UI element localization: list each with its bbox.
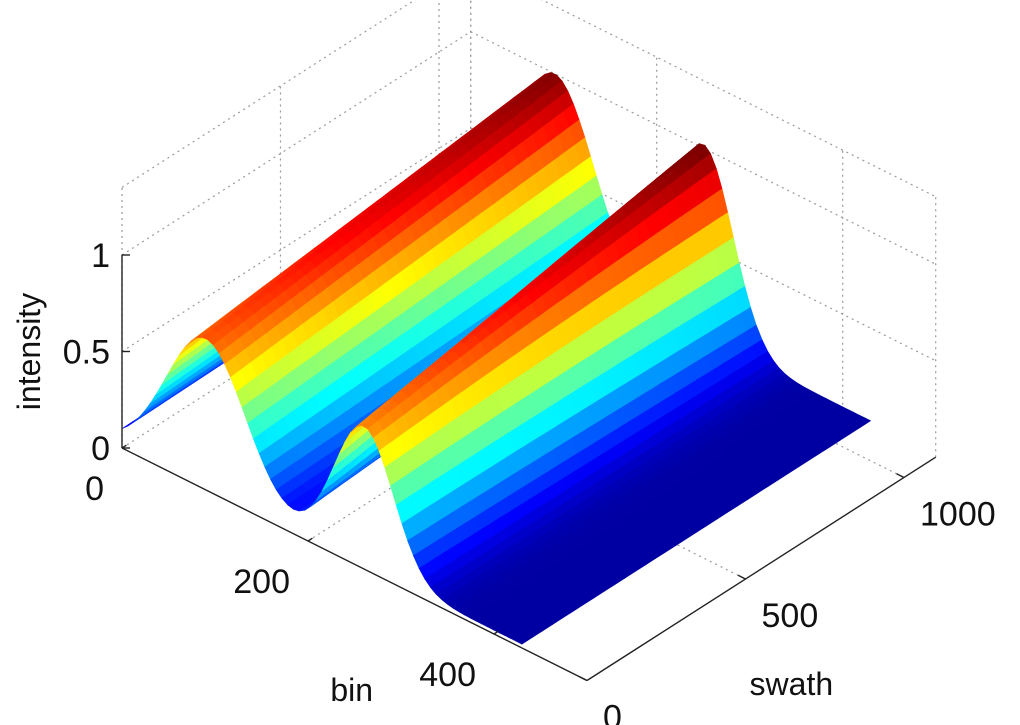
y-tick-label: 0 [603, 699, 622, 725]
surface-patch [515, 634, 533, 645]
z-axis-label: intensity [11, 293, 47, 410]
surface-patch [138, 403, 156, 418]
x-tick [121, 444, 127, 449]
x-tick-label: 0 [85, 470, 104, 508]
grid-line [121, 0, 416, 188]
grid-line [541, 0, 936, 198]
y-tick-label: 1000 [920, 496, 996, 534]
z-tick-label: 0 [91, 430, 110, 468]
z-tick-label: 0.5 [63, 334, 110, 372]
x-tick-label: 400 [419, 656, 476, 694]
z-tick-label: 1 [91, 237, 110, 275]
x-tick-label: 200 [233, 563, 290, 601]
y-tick-label: 500 [762, 597, 819, 635]
x-axis-line [121, 447, 588, 682]
surface-mesh [121, 72, 872, 645]
y-axis-label: swath [750, 666, 834, 702]
x-axis-label: bin [330, 672, 373, 708]
y-tick [579, 676, 588, 682]
y-tick [896, 473, 905, 479]
x-tick [307, 537, 313, 542]
tick-labels: 0 0.5 1 0 200 400 0 500 1000 [63, 237, 996, 725]
axes-frame [121, 254, 937, 682]
x-tick [493, 630, 499, 635]
axis-labels: bin swath intensity [11, 293, 833, 708]
y-axis-line [586, 456, 937, 682]
y-tick [737, 574, 746, 580]
